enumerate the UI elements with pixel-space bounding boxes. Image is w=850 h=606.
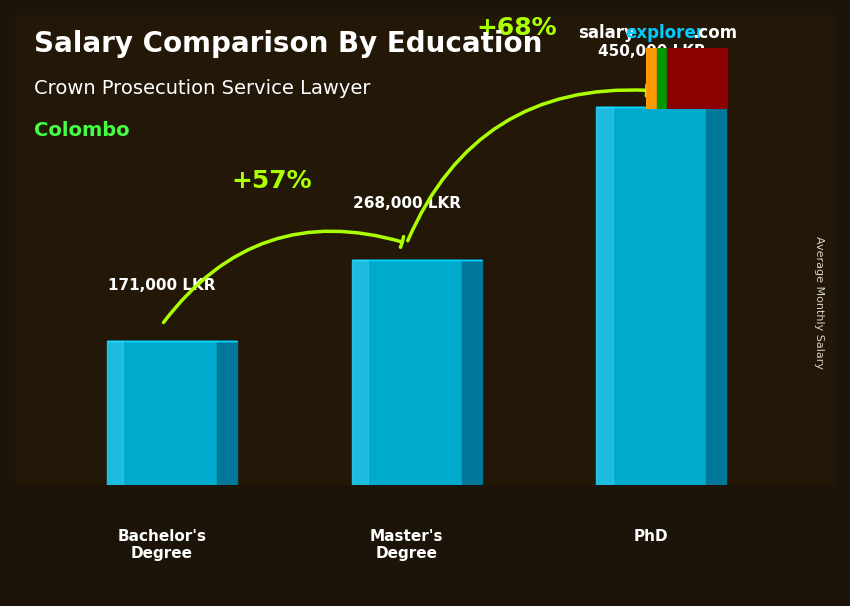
Text: 450,000 LKR: 450,000 LKR: [598, 44, 706, 59]
Text: +57%: +57%: [232, 169, 312, 193]
Text: PhD: PhD: [634, 528, 669, 544]
Text: Master's
Degree: Master's Degree: [370, 528, 444, 561]
Text: Average Monthly Salary: Average Monthly Salary: [814, 236, 824, 370]
Polygon shape: [352, 260, 368, 485]
Text: Bachelor's
Degree: Bachelor's Degree: [117, 528, 207, 561]
Polygon shape: [462, 260, 482, 485]
Polygon shape: [217, 341, 237, 485]
Polygon shape: [107, 341, 123, 485]
Text: 268,000 LKR: 268,000 LKR: [353, 196, 461, 211]
Text: Colombo: Colombo: [34, 121, 129, 140]
Text: 171,000 LKR: 171,000 LKR: [108, 278, 216, 293]
Text: explorer: explorer: [625, 24, 704, 42]
Text: Salary Comparison By Education: Salary Comparison By Education: [34, 30, 542, 58]
Bar: [597, 107, 706, 485]
Text: +68%: +68%: [477, 16, 557, 40]
Text: Crown Prosecution Service Lawyer: Crown Prosecution Service Lawyer: [34, 79, 371, 98]
Bar: [107, 341, 217, 485]
Bar: [646, 48, 656, 109]
Bar: [656, 48, 667, 109]
Text: .com: .com: [693, 24, 738, 42]
Bar: [667, 48, 727, 109]
Polygon shape: [706, 107, 726, 485]
Bar: [352, 260, 462, 485]
Text: salary: salary: [578, 24, 635, 42]
Polygon shape: [597, 107, 613, 485]
